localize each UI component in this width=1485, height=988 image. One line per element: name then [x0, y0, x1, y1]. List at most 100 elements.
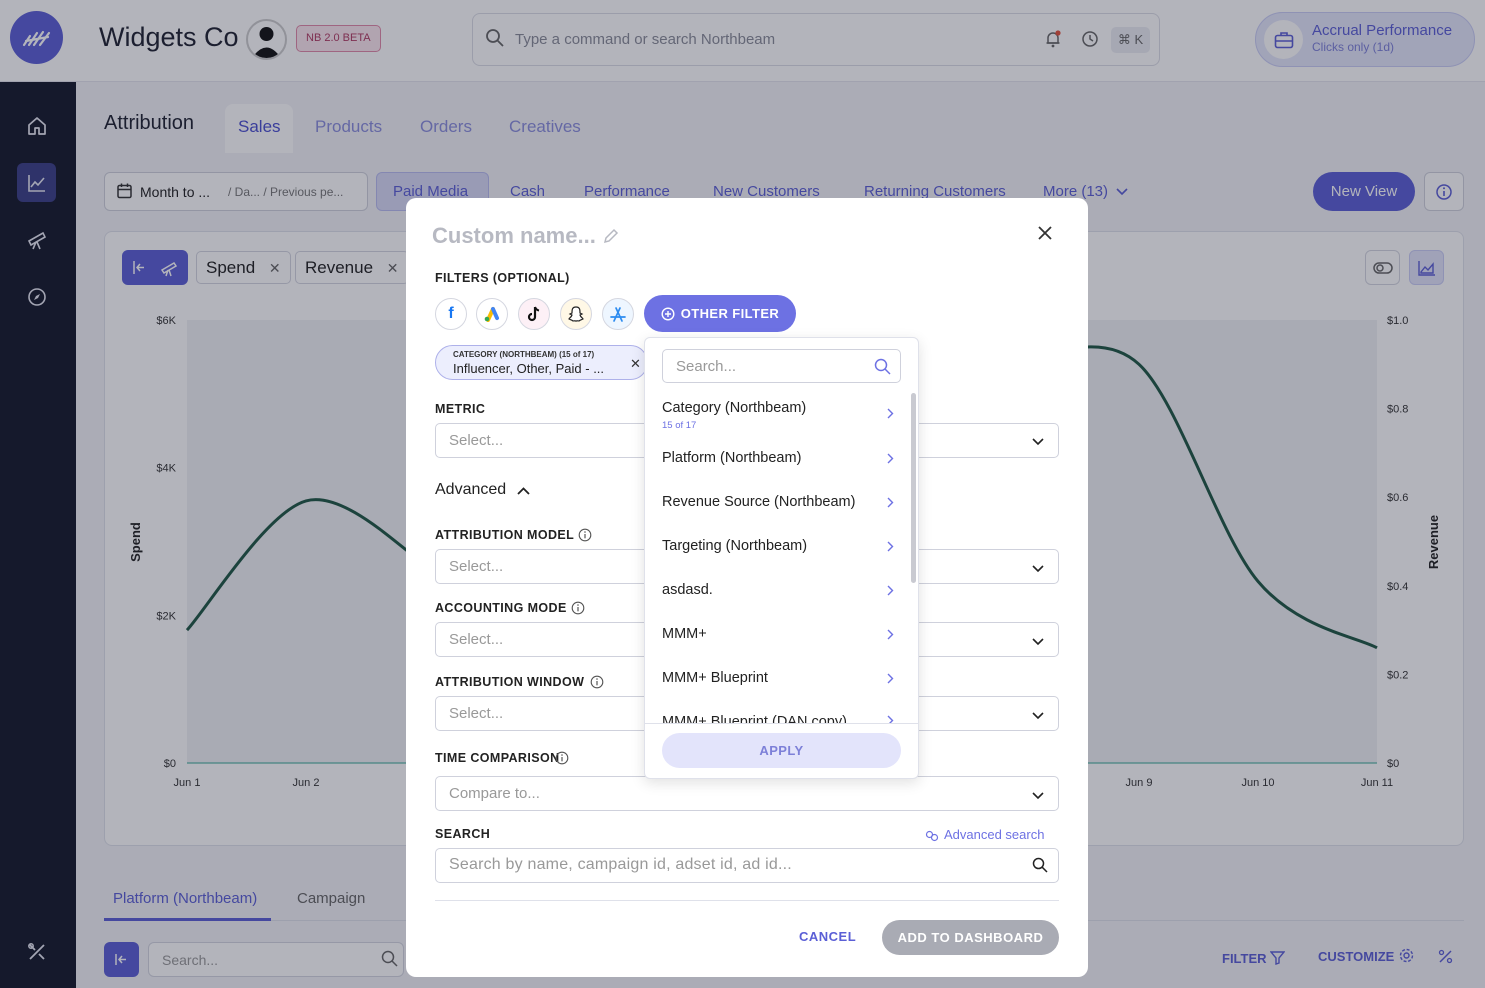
accrual-subtitle: Clicks only (1d) — [1312, 40, 1395, 54]
filter-chip-category[interactable] — [435, 345, 648, 380]
toggle-view-button[interactable] — [1365, 250, 1400, 285]
chart-mode-toggle[interactable] — [122, 250, 188, 285]
y-tick-label: $2K — [156, 610, 176, 622]
chevron-down-icon — [1031, 634, 1045, 652]
snapchat-icon[interactable] — [560, 298, 592, 330]
area-chart-icon — [1417, 260, 1435, 276]
tab-sales[interactable]: Sales — [238, 117, 281, 136]
tab-products[interactable]: Products — [315, 117, 383, 136]
avatar[interactable] — [246, 19, 287, 60]
view-tab-new-customers[interactable]: New Customers — [713, 183, 820, 200]
bell-icon[interactable] — [1044, 30, 1062, 53]
customize-button[interactable]: CUSTOMIZE — [1318, 949, 1395, 964]
metric-chip-label: Revenue — [305, 258, 374, 277]
search-icon — [381, 950, 398, 972]
view-tab-cash[interactable]: Cash — [510, 183, 546, 200]
chevron-down-icon — [1031, 561, 1045, 579]
date-range-primary: Month to ... — [140, 184, 211, 200]
chevron-right-icon — [885, 540, 895, 558]
metric-chip-revenue[interactable]: Revenue ✕ — [295, 251, 409, 284]
series-line-spend — [185, 498, 426, 632]
custom-name-input[interactable]: Custom name... — [432, 223, 596, 248]
tab-orders[interactable]: Orders — [420, 117, 472, 136]
close-icon[interactable]: ✕ — [386, 260, 399, 276]
y-tick-label: $0 — [164, 758, 176, 770]
chevron-right-icon — [885, 628, 895, 646]
tab-platform-northbeam[interactable]: Platform (Northbeam) — [113, 890, 258, 907]
dropdown-item[interactable]: Revenue Source (Northbeam) — [662, 494, 856, 510]
area-chart-button[interactable] — [1409, 250, 1444, 285]
sidebar — [0, 82, 76, 988]
info-icon[interactable] — [571, 601, 585, 620]
chevron-down-icon — [1031, 708, 1045, 726]
clock-icon[interactable] — [1081, 30, 1099, 53]
google-ads-icon[interactable] — [476, 298, 508, 330]
percent-icon[interactable] — [1438, 949, 1453, 969]
tools-icon[interactable] — [17, 932, 56, 971]
filter-button[interactable]: FILTER — [1222, 951, 1267, 966]
chevron-up-icon[interactable] — [516, 484, 531, 502]
link-icon — [925, 829, 939, 847]
dropdown-item[interactable]: asdasd. — [662, 582, 713, 598]
y2-tick-label: $0 — [1387, 758, 1399, 770]
dropdown-search-input[interactable] — [662, 349, 901, 383]
metric-select-placeholder: Select... — [449, 432, 504, 449]
dropdown-search-placeholder: Search... — [676, 358, 737, 375]
accounting-mode-label: ACCOUNTING MODE — [435, 601, 567, 615]
chevron-right-icon — [885, 452, 895, 470]
metric-chip-spend[interactable]: Spend ✕ — [196, 251, 291, 284]
chevron-down-icon — [1115, 185, 1129, 203]
app-store-icon[interactable] — [602, 298, 634, 330]
search-icon — [874, 358, 891, 380]
view-tab-performance[interactable]: Performance — [584, 183, 670, 200]
telescope-icon[interactable] — [17, 220, 56, 259]
shortcut-hint: ⌘ K — [1111, 27, 1150, 53]
filter-icon — [1269, 951, 1286, 970]
dropdown-item[interactable]: Category (Northbeam) — [662, 400, 807, 416]
close-icon[interactable]: ✕ — [630, 356, 641, 371]
info-icon[interactable] — [578, 528, 592, 547]
table-search-input[interactable] — [148, 942, 404, 977]
command-bar[interactable] — [472, 13, 1160, 66]
chart-icon[interactable] — [17, 163, 56, 202]
compass-icon[interactable] — [17, 277, 56, 316]
left-axis-label: Spend — [128, 522, 143, 562]
pencil-icon[interactable] — [602, 228, 619, 250]
advanced-search-link[interactable]: Advanced search — [944, 827, 1045, 842]
collapse-button[interactable] — [104, 942, 139, 977]
x-tick-label: Jun 10 — [1241, 777, 1274, 789]
apply-button[interactable]: APPLY — [662, 733, 901, 768]
view-tab-returning-customers[interactable]: Returning Customers — [864, 183, 1006, 200]
date-range-picker[interactable] — [104, 172, 368, 211]
tiktok-icon[interactable] — [518, 298, 550, 330]
filters-label: FILTERS (OPTIONAL) — [435, 271, 570, 285]
close-icon[interactable] — [1034, 222, 1056, 249]
dropdown-scrollbar[interactable] — [911, 393, 916, 583]
dropdown-item[interactable]: Platform (Northbeam) — [662, 450, 802, 466]
info-icon[interactable] — [555, 751, 569, 770]
advanced-toggle[interactable]: Advanced — [435, 481, 507, 498]
home-icon[interactable] — [17, 106, 56, 145]
dropdown-item[interactable]: MMM+ Blueprint (DAN copy) — [662, 714, 847, 723]
other-filter-dropdown — [644, 337, 919, 779]
attribution-window-placeholder: Select... — [449, 705, 504, 722]
add-to-dashboard-button[interactable]: ADD TO DASHBOARD — [882, 920, 1059, 955]
modal-search-input[interactable] — [435, 848, 1059, 883]
dropdown-item[interactable]: MMM+ Blueprint — [662, 670, 768, 686]
dropdown-item[interactable]: MMM+ — [662, 626, 707, 642]
dropdown-item[interactable]: Targeting (Northbeam) — [662, 538, 808, 554]
y2-tick-label: $1.0 — [1387, 315, 1408, 327]
info-icon[interactable] — [590, 675, 604, 694]
tab-creatives[interactable]: Creatives — [509, 117, 581, 136]
tab-campaign[interactable]: Campaign — [297, 890, 366, 907]
other-filter-button[interactable]: OTHER FILTER — [644, 295, 796, 332]
cancel-button[interactable]: CANCEL — [799, 929, 857, 944]
y2-tick-label: $0.6 — [1387, 492, 1408, 504]
close-icon[interactable]: ✕ — [268, 260, 281, 276]
new-view-button[interactable]: New View — [1313, 172, 1415, 211]
y2-tick-label: $0.8 — [1387, 404, 1408, 416]
northbeam-logo[interactable] — [10, 11, 63, 64]
info-button[interactable] — [1424, 172, 1464, 211]
view-tab-more[interactable]: More (13) — [1043, 183, 1109, 200]
facebook-icon[interactable]: f — [435, 298, 467, 330]
